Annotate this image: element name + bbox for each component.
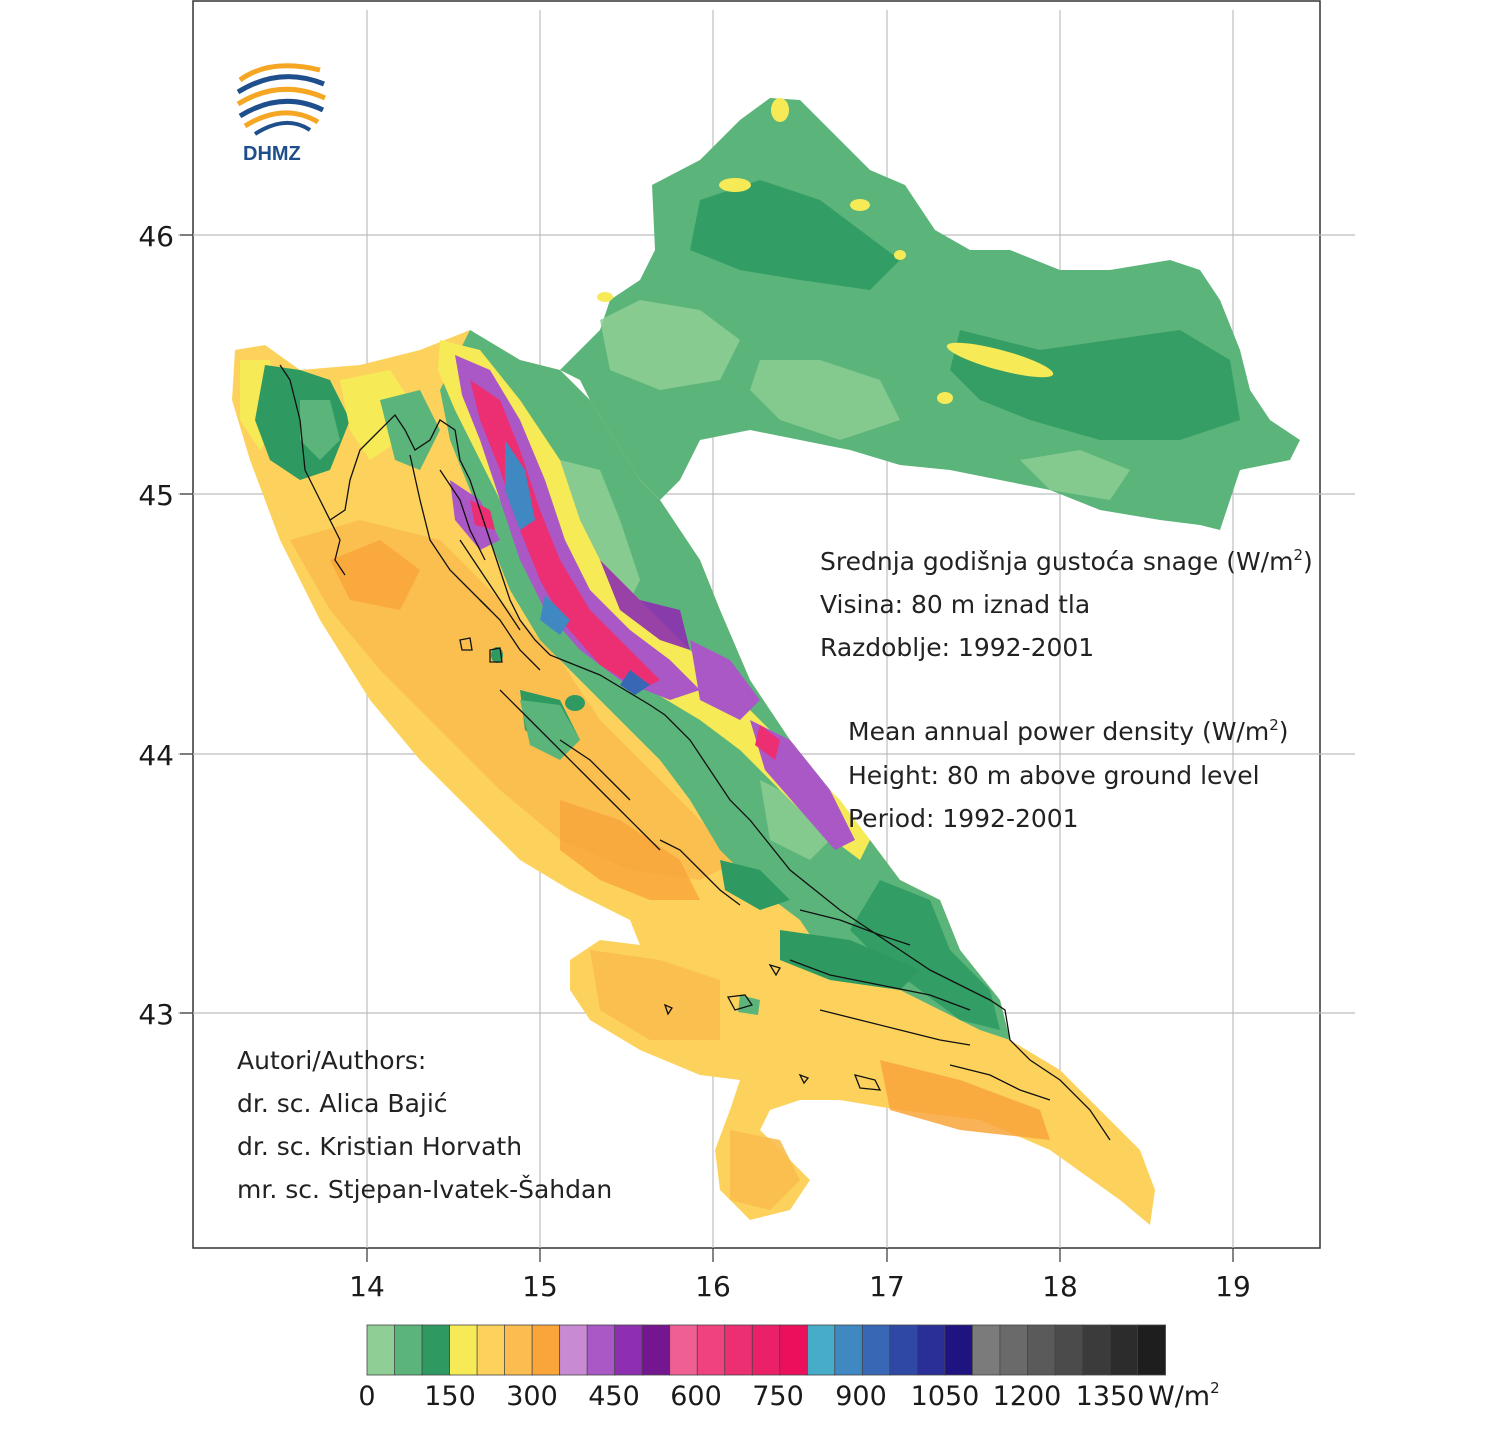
legend-swatch — [1082, 1324, 1111, 1376]
coastline — [279, 364, 1111, 1141]
legend-swatch — [779, 1324, 809, 1376]
legend-label: 1050 — [911, 1381, 980, 1412]
y-tick-label: 45 — [138, 479, 174, 512]
legend-label: 300 — [506, 1381, 558, 1412]
legend-swatch — [1054, 1324, 1084, 1376]
legend-label: 0 — [358, 1381, 375, 1412]
x-tick-label: 16 — [695, 1270, 731, 1303]
authors-block: Autori/Authors: dr. sc. Alica Bajić dr. … — [237, 1046, 612, 1204]
info-block-hr: Srednja godišnja gustoća snage (W/m2) Vi… — [820, 546, 1313, 662]
legend-label: 600 — [670, 1381, 722, 1412]
legend-label: 450 — [588, 1381, 640, 1412]
y-tick-label: 46 — [138, 220, 174, 253]
legend-labels: 0 150 300 450 600 750 900 1050 1200 1350… — [358, 1379, 1219, 1412]
legend-swatch — [394, 1324, 423, 1376]
y-tick-label: 44 — [138, 739, 174, 772]
legend-swatch — [944, 1324, 974, 1376]
legend-swatch — [916, 1324, 946, 1376]
x-tick-label: 18 — [1042, 1270, 1078, 1303]
author-line: dr. sc. Alica Bajić — [237, 1089, 448, 1118]
legend-swatch — [449, 1324, 478, 1376]
legend-swatch — [614, 1324, 644, 1376]
x-tick-label: 19 — [1215, 1270, 1251, 1303]
height-en: Height: 80 m above ground level — [848, 761, 1260, 790]
legend-swatch — [724, 1324, 754, 1376]
legend-swatch — [421, 1324, 451, 1376]
legend-swatch — [504, 1324, 534, 1376]
legend-swatch — [586, 1324, 616, 1376]
legend-swatch — [531, 1324, 561, 1376]
x-axis-ticks: 14 15 16 17 18 19 — [349, 1248, 1251, 1303]
title-en: Mean annual power density (W/m2) — [848, 716, 1289, 746]
power-density-field — [232, 98, 1300, 1225]
info-block-en: Mean annual power density (W/m2) Height:… — [848, 716, 1289, 833]
period-hr: Razdoblje: 1992-2001 — [820, 633, 1094, 662]
y-axis-ticks: 46 45 44 43 — [138, 220, 193, 1031]
legend-swatch — [806, 1324, 836, 1376]
dhmz-logo: DHMZ — [236, 63, 327, 165]
legend-label: 750 — [752, 1381, 804, 1412]
dhmz-globe-icon — [236, 63, 327, 136]
legend-swatch — [834, 1324, 864, 1376]
y-tick-label: 43 — [138, 998, 174, 1031]
logo-text: DHMZ — [243, 143, 301, 165]
legend-swatch — [1137, 1324, 1166, 1376]
legend-swatch — [751, 1324, 781, 1376]
legend-label: 150 — [424, 1381, 476, 1412]
legend-swatch — [696, 1324, 726, 1376]
x-tick-label: 17 — [869, 1270, 905, 1303]
legend-swatch — [861, 1324, 891, 1376]
title-hr: Srednja godišnja gustoća snage (W/m2) — [820, 546, 1313, 576]
legend-swatch — [999, 1324, 1029, 1376]
legend-swatch — [366, 1324, 396, 1376]
legend-swatch — [641, 1324, 671, 1376]
legend-label: 1200 — [993, 1381, 1062, 1412]
period-en: Period: 1992-2001 — [848, 804, 1079, 833]
author-line: mr. sc. Stjepan-Ivatek-Šahdan — [237, 1174, 612, 1204]
legend-swatch — [669, 1324, 699, 1376]
legend-swatch — [476, 1324, 506, 1376]
x-tick-label: 15 — [522, 1270, 558, 1303]
legend-swatch — [1027, 1324, 1056, 1376]
legend-swatch — [559, 1324, 589, 1376]
author-line: dr. sc. Kristian Horvath — [237, 1132, 522, 1161]
legend-swatch — [1109, 1324, 1139, 1376]
legend-label: 1350 — [1076, 1381, 1145, 1412]
legend-unit: W/m2 — [1148, 1379, 1220, 1412]
legend-label: 900 — [835, 1381, 887, 1412]
x-tick-label: 14 — [349, 1270, 385, 1303]
authors-heading: Autori/Authors: — [237, 1046, 426, 1075]
legend-swatch — [889, 1324, 919, 1376]
height-hr: Visina: 80 m iznad tla — [820, 590, 1090, 619]
legend-swatch — [971, 1324, 1001, 1376]
color-legend — [366, 1324, 1166, 1376]
